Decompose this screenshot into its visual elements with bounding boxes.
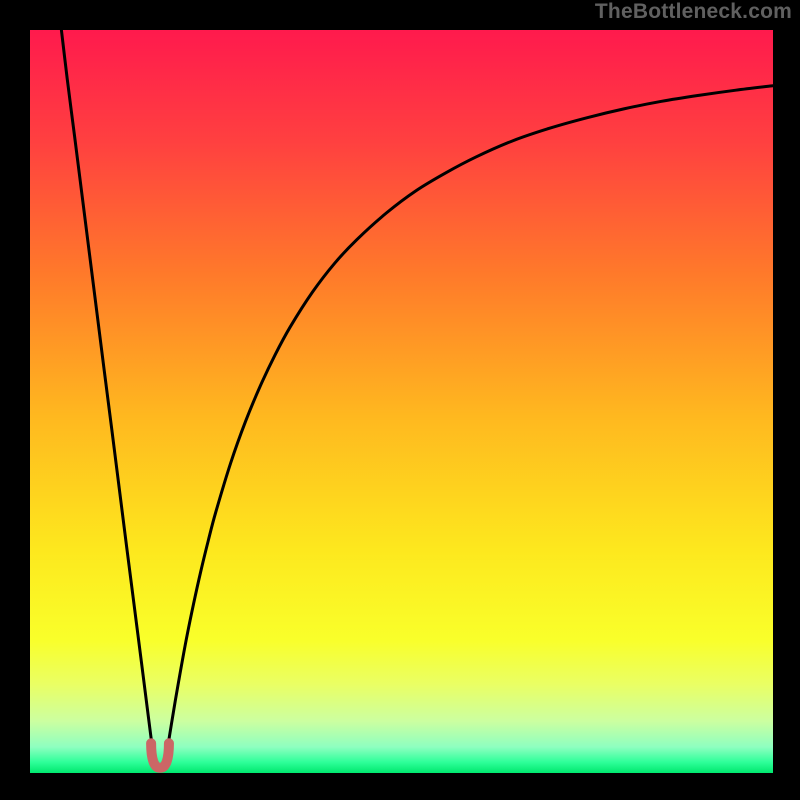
chart-stage: TheBottleneck.com: [0, 0, 800, 800]
watermark-text: TheBottleneck.com: [595, 0, 792, 24]
bottleneck-chart: [0, 0, 800, 800]
